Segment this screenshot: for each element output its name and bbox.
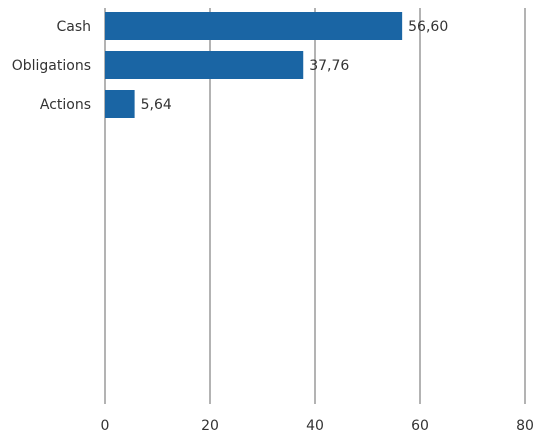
x-tick-label: 20 [201, 418, 219, 432]
bar-cash [105, 12, 403, 40]
label-layer: Cash 56,60 Obligations 37,76 Actions 5,64 [12, 19, 449, 113]
x-tick-label: 0 [101, 418, 110, 432]
category-label-actions: Actions [40, 97, 91, 113]
data-label-cash: 56,60 [408, 19, 448, 35]
data-label-obligations: 37,76 [309, 58, 349, 74]
bar-actions [105, 90, 135, 118]
category-label-cash: Cash [56, 19, 91, 35]
x-axis-ticks: 0 20 40 60 80 [101, 418, 534, 434]
bar-obligations [105, 51, 304, 79]
bar-layer [105, 12, 403, 118]
category-label-obligations: Obligations [12, 58, 91, 74]
x-tick-label: 80 [516, 418, 534, 432]
x-tick-label: 40 [306, 418, 324, 432]
x-tick-label: 60 [411, 418, 429, 432]
data-label-actions: 5,64 [141, 97, 172, 113]
